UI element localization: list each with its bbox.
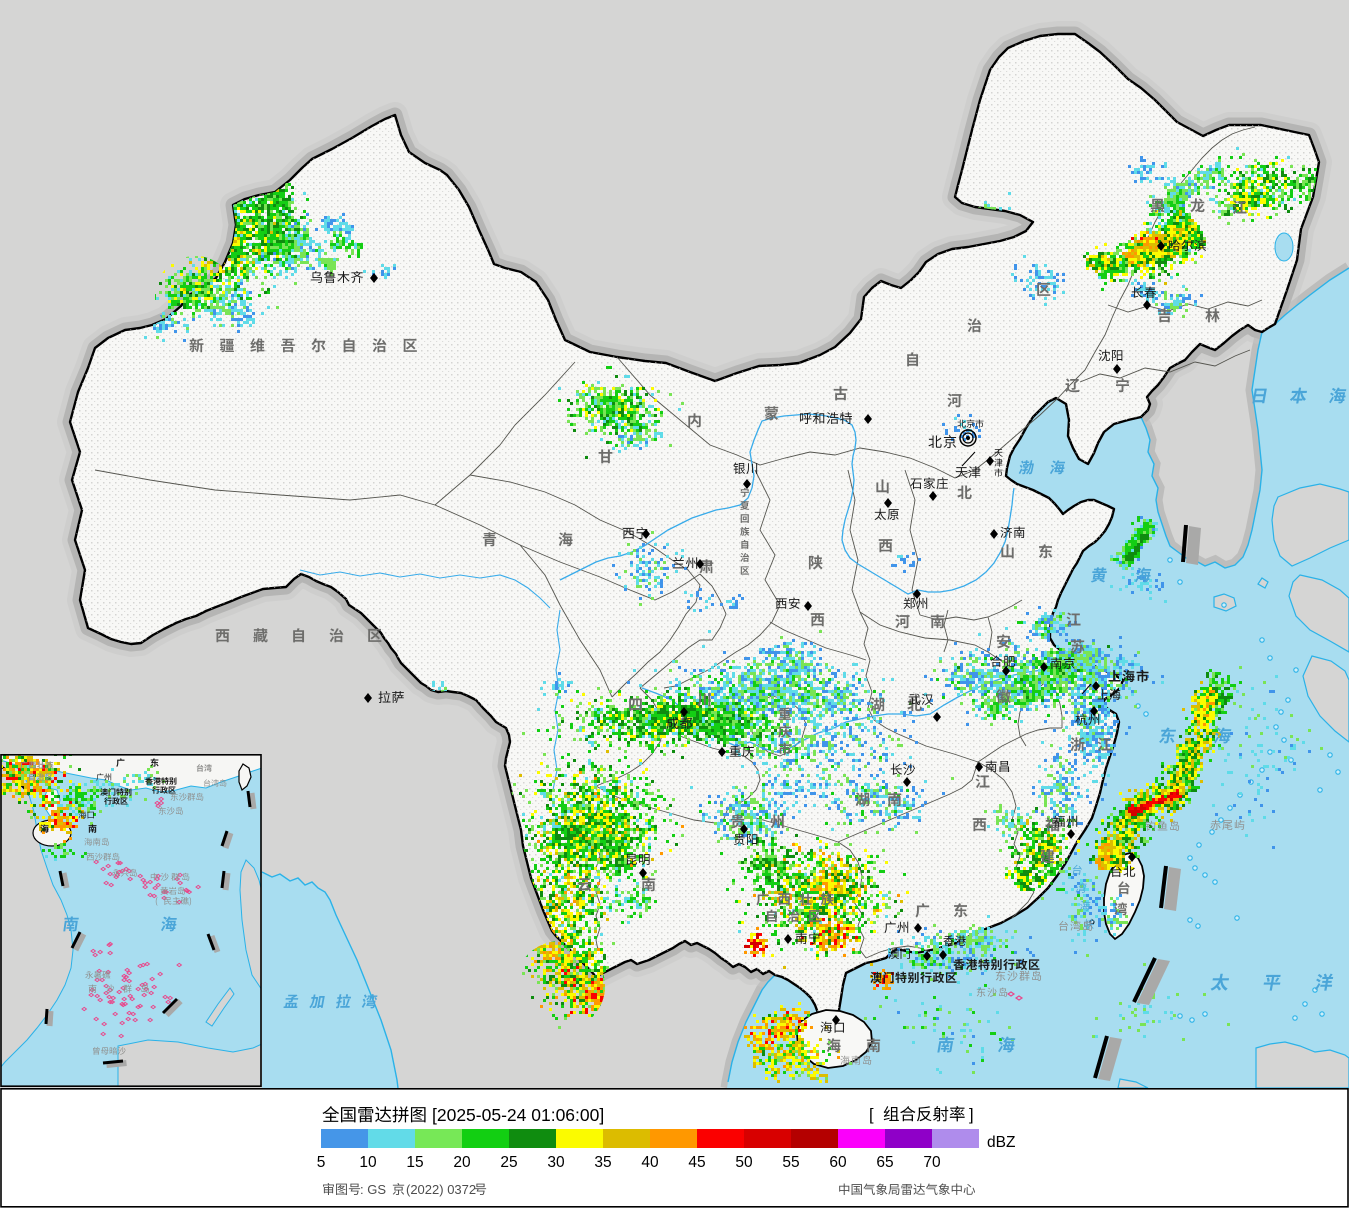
svg-text:55: 55 <box>782 1154 799 1171</box>
svg-text:70: 70 <box>923 1154 941 1171</box>
svg-text:]: ] <box>969 1106 974 1124</box>
svg-text:65: 65 <box>876 1154 893 1171</box>
svg-text:[: [ <box>869 1106 874 1124</box>
svg-text:5: 5 <box>317 1154 326 1171</box>
svg-text:40: 40 <box>641 1154 659 1171</box>
svg-text:45: 45 <box>688 1154 705 1171</box>
svg-text:dBZ: dBZ <box>987 1134 1015 1151</box>
svg-text:[2025-05-24 01:06:00]: [2025-05-24 01:06:00] <box>432 1105 604 1125</box>
svg-text:15: 15 <box>406 1154 423 1171</box>
svg-text:10: 10 <box>359 1154 377 1171</box>
svg-text:35: 35 <box>594 1154 611 1171</box>
svg-text:20: 20 <box>453 1154 471 1171</box>
svg-text:: GS: : GS <box>360 1182 386 1197</box>
svg-text:25: 25 <box>500 1154 517 1171</box>
svg-text:50: 50 <box>735 1154 753 1171</box>
svg-text:30: 30 <box>547 1154 565 1171</box>
svg-text:(2022) 0372: (2022) 0372 <box>406 1182 476 1197</box>
svg-text:60: 60 <box>829 1154 847 1171</box>
